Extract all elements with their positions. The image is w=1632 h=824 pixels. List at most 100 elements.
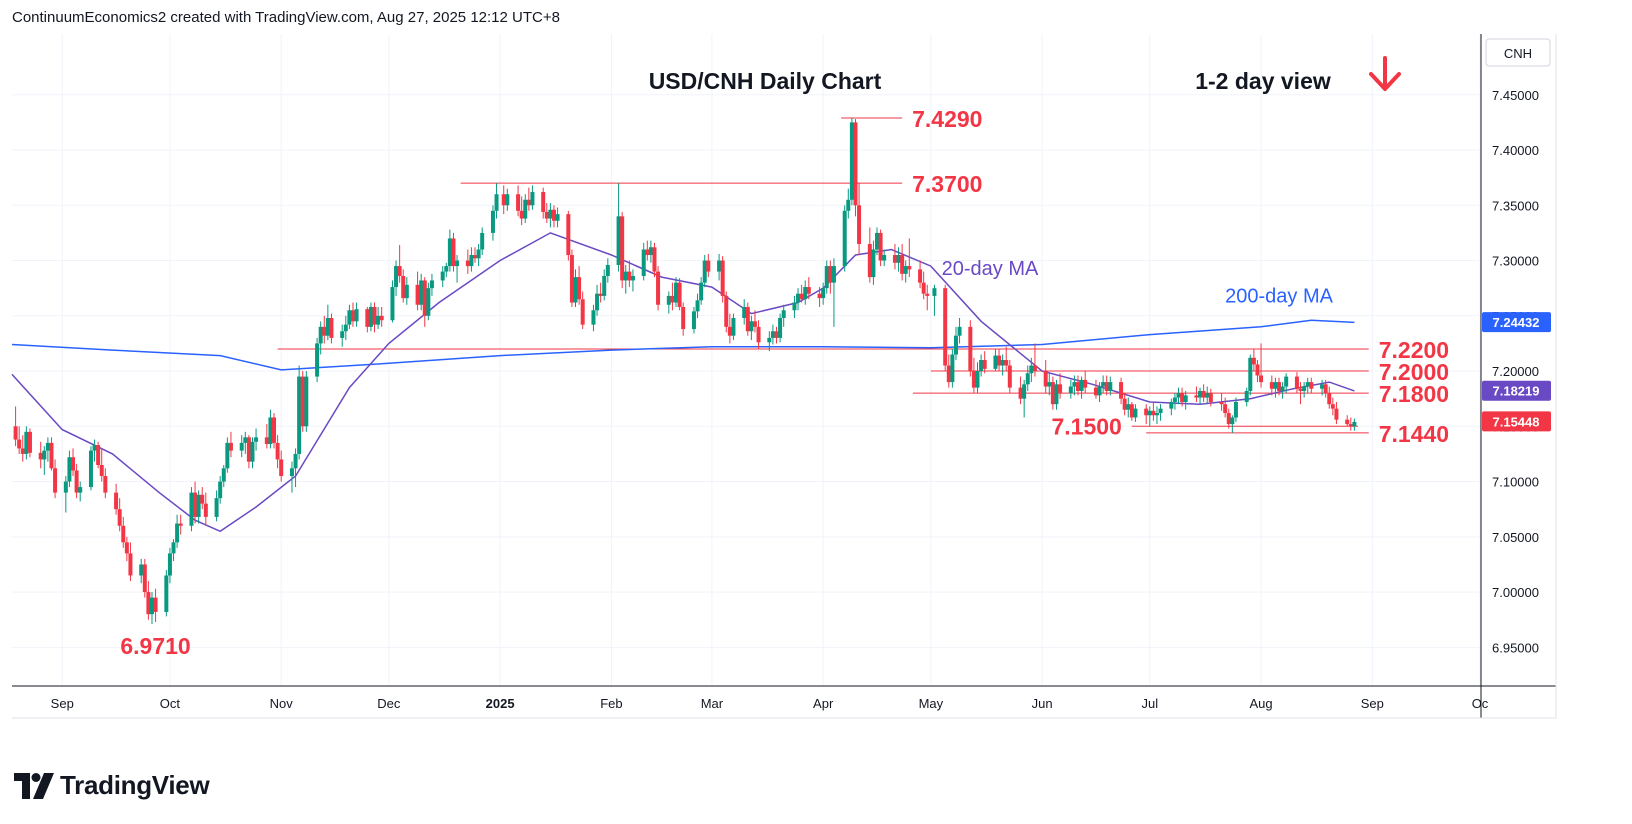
candle-up [139, 558, 144, 584]
candle-up [1079, 376, 1084, 399]
candle-up [796, 288, 801, 311]
candle-down [228, 431, 233, 458]
candle-down [892, 243, 897, 270]
tradingview-logo[interactable]: TradingView [14, 770, 210, 801]
candle-body [401, 276, 406, 299]
candle-body [756, 326, 761, 343]
candle-body [577, 277, 582, 300]
x-tick-label: Dec [377, 696, 401, 711]
candle-body [78, 487, 83, 493]
x-tick-label: 2025 [486, 696, 515, 711]
candle-up [440, 266, 445, 288]
candle-body [1226, 413, 1231, 425]
x-tick-label: Sep [1361, 696, 1384, 711]
candle-up [842, 205, 847, 272]
candle-up [979, 354, 984, 377]
candle-up [404, 277, 409, 305]
candle-body [620, 216, 625, 281]
candle-body [365, 309, 370, 327]
candle-down [516, 185, 521, 217]
x-tick-label: Nov [270, 696, 294, 711]
candle-body [792, 302, 797, 311]
candle-body [1108, 382, 1113, 391]
candle-up [1205, 386, 1210, 405]
candle-down [756, 320, 761, 349]
candle-body [1330, 404, 1335, 409]
candle-up [821, 282, 826, 305]
candle-body [1323, 384, 1328, 394]
candle-up [641, 242, 646, 281]
candle-body [243, 437, 248, 443]
candle-up [1068, 379, 1073, 399]
candle-up [975, 362, 980, 394]
candle-body [997, 355, 1002, 366]
candle-body [544, 211, 549, 219]
candle-body [354, 309, 359, 322]
candle-body [38, 452, 43, 460]
candle-down [1327, 386, 1332, 409]
candle-body [340, 331, 345, 338]
chart-title: USD/CNH Daily Chart [649, 68, 882, 94]
candle-up [175, 514, 180, 548]
candle-down [806, 277, 811, 300]
candle-up [849, 117, 854, 206]
candle-down [1309, 377, 1314, 394]
candle-down [38, 441, 43, 469]
candle-body [494, 194, 499, 211]
candle-body [677, 282, 682, 307]
candle-body [447, 238, 452, 267]
candle-body [1280, 386, 1285, 391]
candle-body [293, 453, 298, 469]
candle-body [27, 431, 32, 453]
candle-up [1126, 397, 1131, 418]
candle-up [1029, 357, 1034, 383]
candle-down [264, 424, 269, 449]
y-tick-label: 7.20000 [1492, 364, 1539, 379]
candle-down [501, 185, 506, 215]
candle-body [957, 326, 962, 336]
candle-body [641, 249, 646, 277]
candle-body [566, 214, 571, 256]
candle-body [1119, 382, 1124, 399]
candle-body [1180, 393, 1185, 402]
candle-body [96, 445, 101, 465]
candle-down [656, 266, 661, 311]
tradingview-logo-icon [14, 772, 54, 799]
candle-body [1251, 357, 1256, 365]
candle-body [200, 494, 205, 504]
candle-up [78, 481, 83, 502]
candles [13, 117, 1357, 625]
candle-body [1093, 387, 1098, 396]
candle-body [1068, 386, 1073, 394]
candle-body [953, 335, 958, 355]
candle-up [591, 304, 596, 332]
candle-up [1320, 379, 1325, 396]
ma-label: 20-day MA [942, 258, 1039, 280]
candle-body [71, 457, 76, 471]
candle-body [394, 266, 399, 288]
candle-body [706, 260, 711, 272]
candle-body [745, 306, 750, 332]
candle-body [1334, 408, 1339, 420]
level-label: 6.9710 [120, 633, 190, 659]
candle-body [842, 210, 847, 267]
candle-body [875, 232, 880, 250]
candle-up [742, 299, 747, 325]
candle-up [1133, 404, 1138, 422]
candle-down [322, 315, 327, 344]
candle-body [968, 326, 973, 372]
candle-down [1104, 375, 1109, 396]
candle-body [1072, 382, 1077, 387]
candle-body [821, 288, 826, 299]
candle-body [541, 192, 546, 212]
candle-up [674, 277, 679, 307]
candle-up [846, 188, 851, 219]
candle-up [42, 446, 47, 475]
candle-body [950, 354, 955, 383]
candle-down [1119, 377, 1124, 405]
candle-body [422, 280, 427, 316]
x-tick-label: Oc [1472, 696, 1489, 711]
candle-body [1076, 382, 1081, 391]
candle-down [526, 187, 531, 211]
